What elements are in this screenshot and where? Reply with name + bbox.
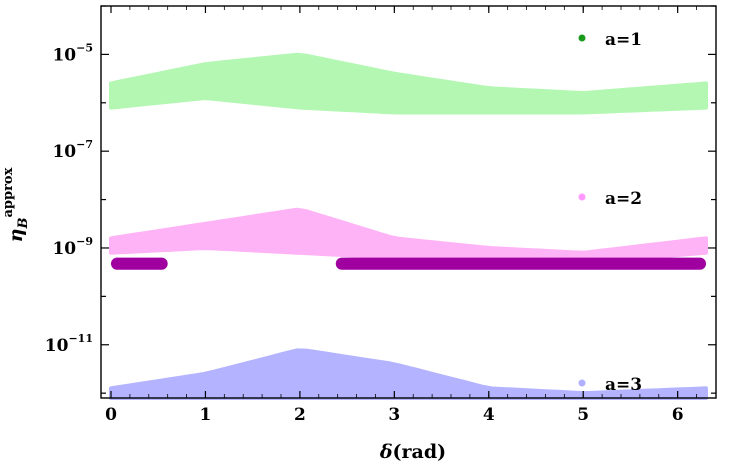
legend-marker-a=1 [578,34,586,42]
legend-label: a=2 [605,189,642,209]
legend-label: a=3 [605,375,642,395]
y-tick-base: 10 [52,45,76,65]
y-tick-base: 10 [52,239,76,259]
legend-marker-a=2 [578,193,586,201]
x-axis-symbol: δ [379,441,393,463]
x-axis-ticks: 0 1 2 3 4 5 6 [105,6,697,425]
x-tick-label: 0 [105,405,117,425]
y-axis-label: ηBapprox [1,167,31,242]
x-axis-label: δ(rad) [379,441,446,463]
legend-label: a=1 [605,30,642,50]
y-axis-symbol: η [5,229,27,243]
data-region [109,52,708,400]
y-axis-subscript: B [16,218,31,230]
dense-points-a=2-1 [335,257,706,270]
x-tick-label: 5 [577,405,589,425]
y-tick-exponent: −7 [76,138,93,151]
legend-marker-a=3 [578,379,586,387]
dense-points-a=2-0 [111,257,168,270]
y-axis-superscript: approx [1,167,16,217]
band-a=1 [109,52,708,115]
band-a=2 [109,207,708,265]
y-tick-exponent: −11 [68,332,93,345]
x-tick-label: 2 [294,405,306,425]
y-tick-exponent: −9 [76,235,93,248]
y-axis-ticks: 10−510−710−910−11 [45,5,716,394]
y-tick-label: 10−7 [52,138,93,162]
y-tick-label: 10−11 [45,332,93,356]
y-tick-exponent: −5 [76,41,93,54]
y-tick-label: 10−5 [52,41,93,65]
x-tick-label: 6 [672,405,684,425]
y-tick-label: 10−9 [52,235,93,259]
y-tick-base: 10 [52,142,76,162]
x-tick-label: 1 [200,405,212,425]
x-tick-label: 3 [388,405,400,425]
x-axis-unit: (rad) [393,441,447,463]
plot-frame [100,5,717,399]
x-tick-label: 4 [483,405,495,425]
y-tick-base: 10 [45,336,69,356]
legend: a=1 a=2 a=3 [578,30,642,395]
